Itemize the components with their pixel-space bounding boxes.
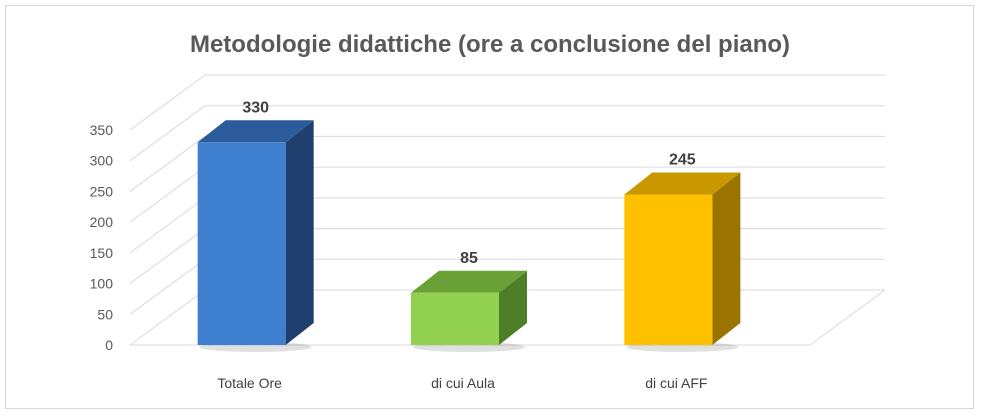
- bar: 330: [197, 99, 314, 352]
- data-label: 245: [669, 152, 696, 169]
- bar-front: [411, 292, 499, 345]
- y-axis: 0 50 100 150 200 250 300 350: [90, 122, 114, 353]
- bar-front: [197, 142, 286, 345]
- bar-top: [411, 270, 527, 293]
- gridline: [129, 289, 885, 346]
- floor-side-edge: [809, 289, 886, 346]
- y-tick-label: 0: [105, 337, 113, 353]
- chart-title: Metodologie didattiche (ore a conclusion…: [190, 31, 790, 58]
- bar-top: [624, 172, 741, 195]
- x-axis: Totale Ore di cui Aula di cui AFF: [217, 375, 707, 391]
- bars: 330 85 245: [197, 99, 741, 352]
- x-category-label: di cui AFF: [645, 375, 707, 391]
- bar-side: [285, 120, 314, 346]
- bar-side: [499, 270, 527, 345]
- y-tick-label: 100: [90, 276, 114, 292]
- y-tick-label: 50: [97, 306, 113, 322]
- y-tick-label: 350: [90, 122, 114, 138]
- gridline: [129, 197, 885, 254]
- data-label: 330: [242, 99, 269, 116]
- x-category-label: Totale Ore: [217, 375, 282, 391]
- gridline: [129, 228, 885, 284]
- gridline: [129, 74, 885, 131]
- bar: 245: [624, 152, 741, 352]
- y-tick-label: 200: [90, 214, 114, 230]
- bar: 85: [411, 250, 527, 352]
- y-tick-label: 150: [90, 245, 114, 261]
- x-category-label: di cui Aula: [431, 375, 495, 391]
- bar-top: [197, 120, 314, 143]
- gridline: [129, 105, 885, 162]
- data-label: 85: [460, 250, 478, 267]
- gridline: [129, 135, 885, 192]
- y-tick-label: 250: [90, 183, 114, 199]
- gridline: [129, 258, 885, 315]
- bar-side: [712, 172, 741, 345]
- gridline: [129, 166, 885, 223]
- gridlines: [129, 74, 886, 346]
- bar-front: [624, 194, 713, 345]
- y-tick-label: 300: [90, 153, 114, 169]
